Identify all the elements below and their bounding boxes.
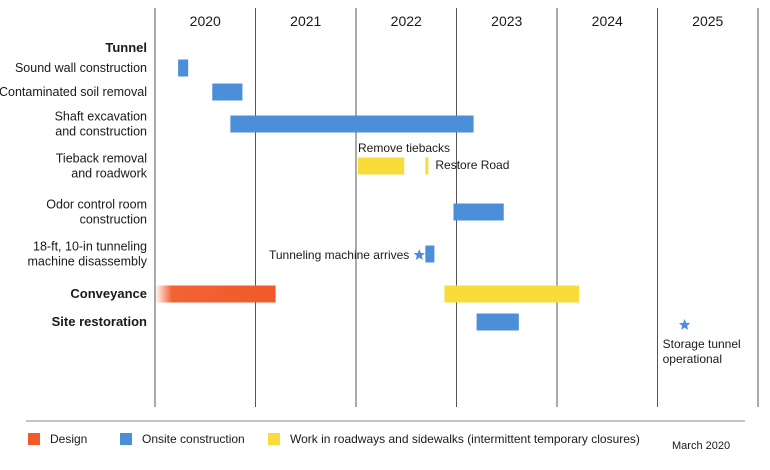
- legend: Design Onsite construction Work in roadway…: [28, 432, 640, 446]
- task-bar-design: [155, 285, 276, 303]
- task-bar-onsite: [425, 245, 435, 263]
- section-label: Site restoration: [52, 314, 147, 329]
- legend-label-roadway: Work in roadways and sidewalks (intermit…: [290, 432, 640, 446]
- year-label: 2021: [290, 13, 321, 29]
- task-bar-roadway: [425, 157, 429, 175]
- task-label: Contaminated soil removal: [0, 85, 147, 99]
- legend-swatch-design: [28, 433, 40, 445]
- milestone-label: operational: [663, 352, 722, 366]
- milestone-star: [413, 249, 425, 260]
- year-gridlines: [154, 8, 759, 407]
- task-labels: Tunnel Sound wall construction Contaminate…: [0, 40, 148, 329]
- year-label: 2024: [592, 13, 623, 29]
- task-bar-roadway: [358, 157, 405, 175]
- annotations: Remove tiebacks Restore Road: [358, 141, 509, 172]
- task-bar-onsite: [230, 115, 474, 133]
- task-label: and roadwork: [71, 167, 147, 181]
- year-label: 2022: [391, 13, 422, 29]
- milestone-label: Tunneling machine arrives: [269, 248, 409, 262]
- legend-swatch-onsite: [120, 433, 132, 445]
- legend-swatch-roadway: [268, 433, 280, 445]
- task-bar-roadway: [444, 285, 580, 303]
- date-note: March 2020: [672, 440, 730, 452]
- year-label: 2023: [491, 13, 522, 29]
- task-label: 18-ft, 10-in tunneling: [33, 240, 147, 254]
- annotation-remove-tiebacks: Remove tiebacks: [358, 141, 450, 155]
- task-bar-onsite: [178, 59, 189, 77]
- legend-label-design: Design: [50, 432, 87, 446]
- task-label: machine disassembly: [28, 255, 148, 269]
- task-label: and construction: [55, 125, 147, 139]
- task-label: Shaft excavation: [55, 110, 147, 124]
- section-label: Tunnel: [105, 40, 147, 55]
- milestone-label: Storage tunnel: [663, 337, 741, 351]
- year-label: 2025: [692, 13, 723, 29]
- task-label: Odor control room: [46, 198, 147, 212]
- task-label: Tieback removal: [56, 152, 147, 166]
- task-label: Sound wall construction: [15, 61, 147, 75]
- legend-label-onsite: Onsite construction: [142, 432, 245, 446]
- task-label: construction: [80, 213, 147, 227]
- year-label: 2020: [190, 13, 221, 29]
- task-bar-onsite: [453, 203, 504, 221]
- milestone-star: [678, 319, 691, 330]
- task-bar-onsite: [212, 83, 243, 101]
- section-label: Conveyance: [70, 286, 147, 301]
- task-bar-onsite: [476, 313, 519, 331]
- milestones: Tunneling machine arrives Storage tunnelo…: [269, 248, 741, 366]
- year-header: 2020 2021 2022 2023 2024 2025: [190, 13, 724, 29]
- task-bars: [155, 59, 580, 331]
- annotation-restore-road: Restore Road: [435, 158, 509, 172]
